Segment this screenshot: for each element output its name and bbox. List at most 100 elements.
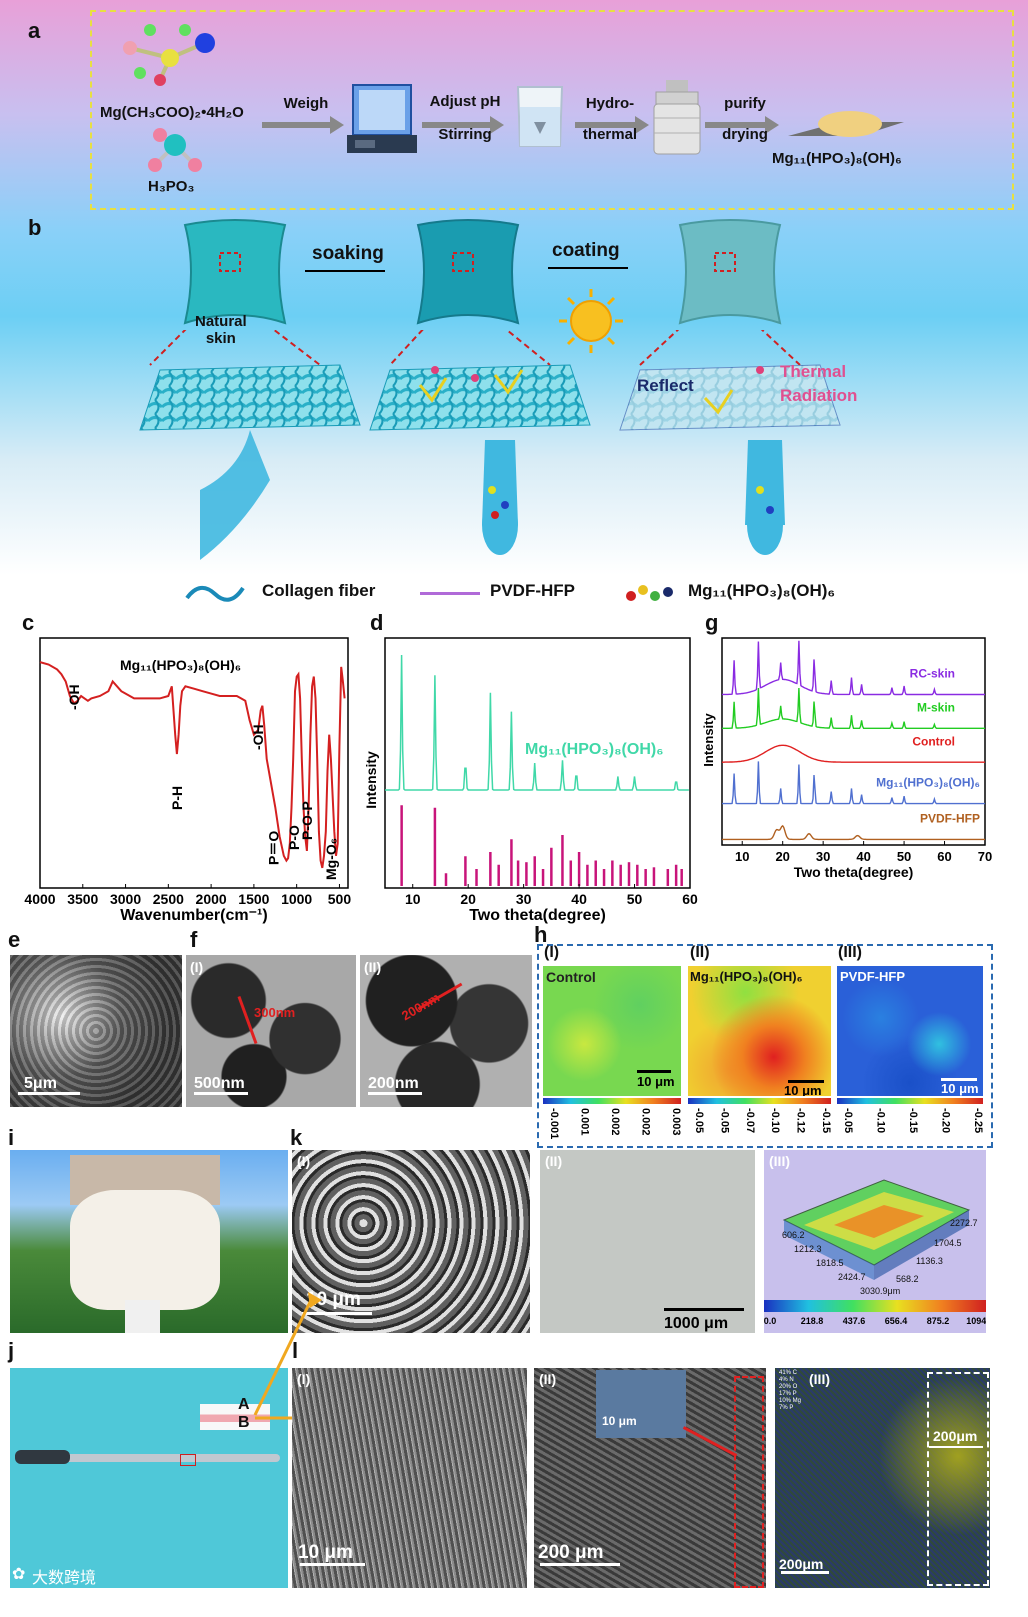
scalebar-f1 [194, 1092, 248, 1095]
annotation-4: P-O [286, 825, 302, 850]
x-tick-label-0: 4000 [24, 891, 55, 907]
scalebar-l1 [300, 1563, 365, 1566]
sub-label-l2: (II) [539, 1371, 557, 1387]
watermark-logo: ✿ [12, 1566, 26, 1583]
eds-legend-2: 20% O [779, 1384, 798, 1390]
x-tick-label-3: 2500 [153, 891, 184, 907]
x-tick-label-1: 20 [460, 891, 476, 907]
thermal-label: Thermal [780, 362, 847, 381]
scale-label-e: 5μm [24, 1075, 57, 1092]
colorbar-k3 [764, 1300, 986, 1312]
width-label-l3: 200μm [933, 1428, 978, 1444]
scalebar-k2 [664, 1308, 744, 1311]
series-label-4: PVDF-HFP [920, 811, 980, 825]
sub-label-l3: (III) [809, 1371, 830, 1387]
panel-label-b: b [28, 215, 42, 240]
step-weigh: Weigh [283, 95, 329, 112]
k-colorbar-tick-1: 218.8 [801, 1316, 824, 1326]
scalebar-f2 [368, 1092, 422, 1095]
step-drying: drying [722, 126, 768, 143]
k-colorbar-tick-3: 656.4 [885, 1316, 908, 1326]
x-tick-label-1: 20 [775, 849, 789, 864]
x-tick-label-1: 3500 [67, 891, 98, 907]
natural-skin-label: Natural skin [195, 313, 247, 347]
coating-box-l3 [927, 1372, 989, 1586]
series-label-0: RC-skin [910, 667, 955, 681]
colorbar-tick-1-0: -0.05 [693, 1108, 705, 1133]
molecule-phosphorous-acid-icon [148, 128, 202, 172]
scale-label-f1: 500nm [194, 1075, 245, 1092]
step-stirring: Stirring [438, 126, 492, 143]
panel-h-frame [537, 944, 993, 1148]
panel-label-h: h [534, 922, 548, 947]
photo-cross-section: A B ✿ 大数跨境 [10, 1368, 288, 1588]
inset-scale-l2: 10 μm [602, 1414, 637, 1428]
colorbar-h2 [688, 1098, 831, 1104]
annotation-2: -OH [250, 724, 266, 750]
surf-label-1: 1212.3 [794, 1244, 822, 1254]
sem-image-l2: (II) 10 μm 200 μm [534, 1368, 766, 1588]
plot-frame [721, 637, 986, 846]
inset-l2 [596, 1370, 686, 1438]
surf-label-2: 1818.5 [816, 1258, 844, 1268]
scale-label-k2: 1000 μm [664, 1315, 729, 1332]
measure-label-f1: 300nm [254, 1005, 296, 1020]
chart-title: Mg₁₁(HPO₃)₈(OH)₆ [120, 657, 241, 673]
surf-label-0: 606.2 [782, 1230, 805, 1240]
process-arrows [262, 116, 779, 134]
step-thermal: thermal [582, 126, 638, 143]
sun-icon [559, 289, 623, 353]
scalebar-h2 [788, 1080, 824, 1083]
annotation-5: P-O-P [299, 801, 315, 840]
eds-legend-0: 41% C [779, 1370, 798, 1376]
step-purify: purify [724, 95, 766, 112]
colorbar-tick-0-1: 0.001 [579, 1108, 591, 1136]
scale-label-h1: 10 μm [637, 1074, 675, 1089]
x-tick-label-5: 60 [682, 891, 698, 907]
eds-map-l3: 41% C 4% N 20% O 17% P 10% Mg 7% P (III)… [775, 1368, 990, 1588]
x-tick-label-2: 3000 [110, 891, 141, 907]
x-tick-label-4: 50 [897, 849, 911, 864]
eds-legend-4: 10% Mg [779, 1398, 802, 1404]
y-axis-label: Intensity [701, 713, 716, 767]
step-adjust-ph: Adjust pH [429, 93, 501, 110]
powder-product-icon [788, 111, 904, 137]
eds-legend-1: 4% N [779, 1377, 794, 1383]
skin-hide-1-icon [183, 219, 287, 325]
surf-label-4: 3030.9μm [860, 1286, 901, 1296]
sub-label-k1: (I) [297, 1153, 311, 1169]
beaker-icon [516, 86, 564, 147]
coating-box-l2 [734, 1376, 764, 1588]
tem-image-f2: (II) 200nm 200nm [360, 955, 532, 1107]
surf-label-5: 2272.7 [950, 1218, 978, 1228]
annotation-1: P-H [169, 786, 185, 810]
person-legs [125, 1300, 160, 1333]
scalebar-e [18, 1092, 80, 1095]
surface-plot [782, 1179, 971, 1280]
sub-label-f1: (I) [190, 959, 204, 975]
colorbar-tick-2-4: -0.25 [972, 1108, 984, 1133]
zoom-box [180, 1454, 196, 1466]
x-tick-label-4: 50 [627, 891, 643, 907]
x-axis-label: Two theta(degree) [794, 864, 914, 880]
panel-a-frame [90, 10, 1014, 210]
pvdf-legend-line [420, 592, 480, 595]
colorbar-tick-1-5: -0.15 [820, 1108, 832, 1133]
sub-label-h2: (II) [690, 944, 710, 961]
reagent-2: H₃PO₃ [148, 178, 195, 195]
sem-image-k1: (I) 10 μm [292, 1150, 530, 1333]
panel-label-e: e [8, 927, 21, 952]
scalebar-l2 [540, 1563, 620, 1566]
product-label: Mg₁₁(HPO₃)₈(OH)₆ [772, 150, 902, 167]
panel-label-d: d [370, 610, 384, 635]
sample-strip [30, 1454, 280, 1462]
tweezers-left [15, 1450, 70, 1464]
tem-image-f1: (I) 300nm 500nm [186, 955, 356, 1107]
sub-label-l1: (I) [297, 1371, 311, 1387]
x-tick-label-2: 30 [816, 849, 830, 864]
sub-label-h1: (I) [544, 944, 560, 961]
sub-label-f2: (II) [364, 959, 382, 975]
scalebar-h1 [637, 1070, 671, 1073]
xrd-chart: 10 20 30 40 50 60 Two theta(degree) Intensity Mg… [363, 637, 698, 924]
series-line-1 [722, 687, 985, 729]
